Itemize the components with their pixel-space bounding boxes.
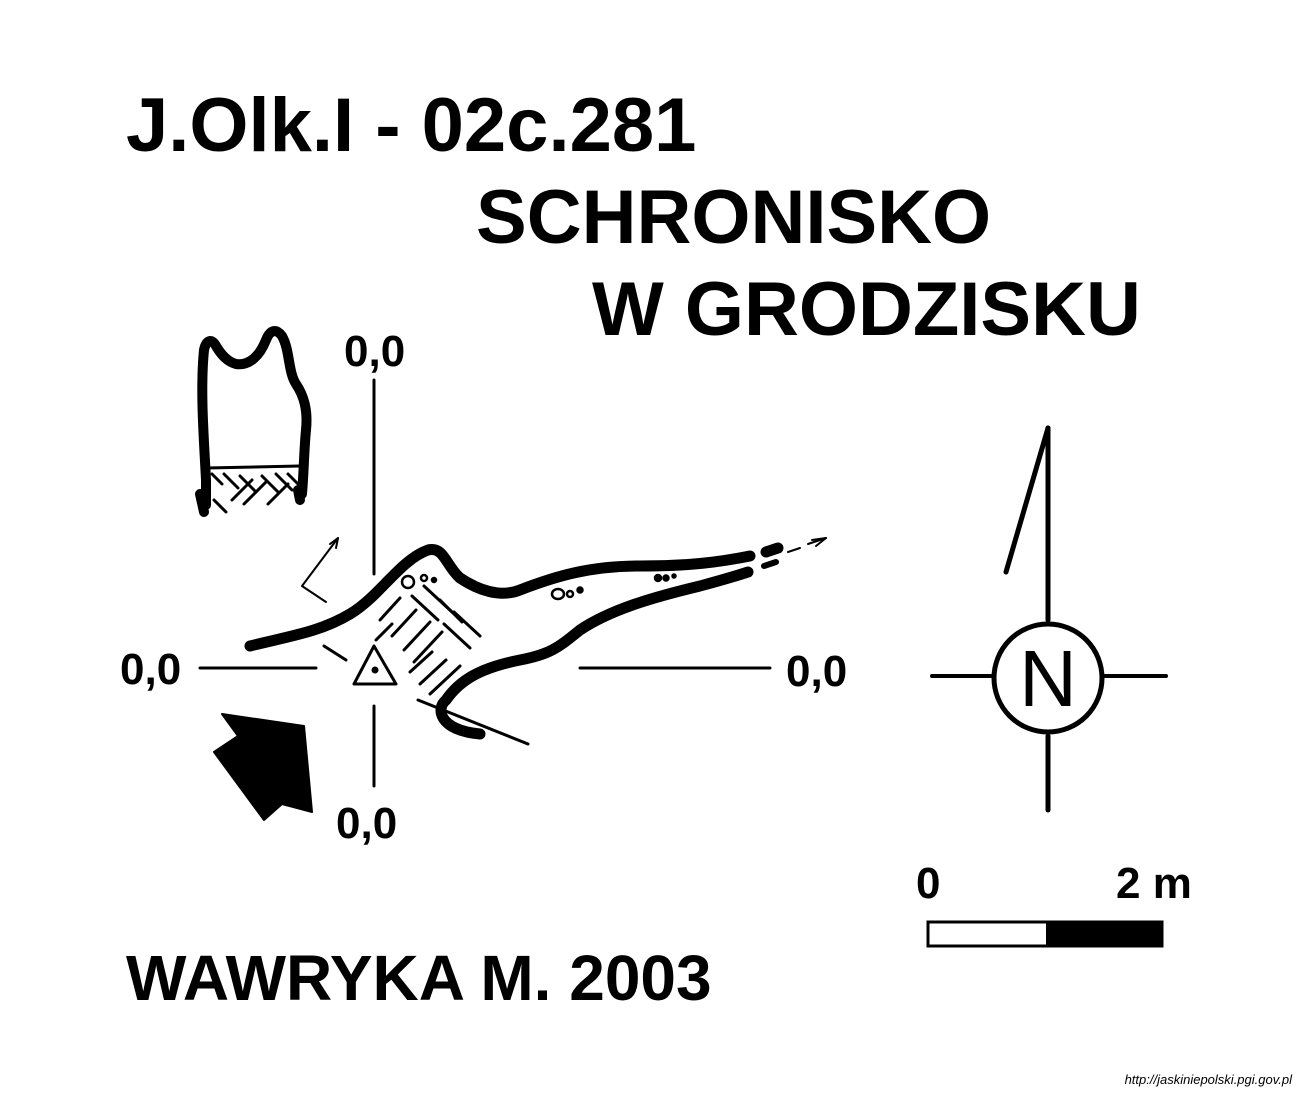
boulders [400,573,677,601]
entrance-hatching [322,584,482,696]
source-url: http://jaskiniepolski.pgi.gov.pl [1124,1072,1292,1087]
cave-name-line1: SCHRONISKO [476,175,992,260]
survey-datum-triangle [352,644,398,686]
coord-top: 0,0 [344,327,406,376]
coord-left: 0,0 [120,645,182,694]
cross-section-profile [195,326,312,517]
north-compass-icon [930,425,1168,813]
author-credit: WAWRYKA M. 2003 [126,942,712,1014]
coord-right: 0,0 [786,647,848,696]
entrance-arrow-icon [213,713,313,821]
section-direction-arrow [301,537,339,603]
scale-bar [926,920,1164,948]
compass-north-letter: N [1019,634,1077,723]
scale-start-label: 0 [916,859,941,908]
cave-name-line2: W GRODZISKU [592,267,1141,352]
coord-bottom: 0,0 [336,799,398,848]
cave-code: J.Olk.I - 02c.281 [126,83,697,168]
cave-plan-walls [244,537,827,740]
survey-axes [198,378,772,788]
scale-end-label: 2 m [1116,859,1192,908]
entrance-line [416,698,530,746]
